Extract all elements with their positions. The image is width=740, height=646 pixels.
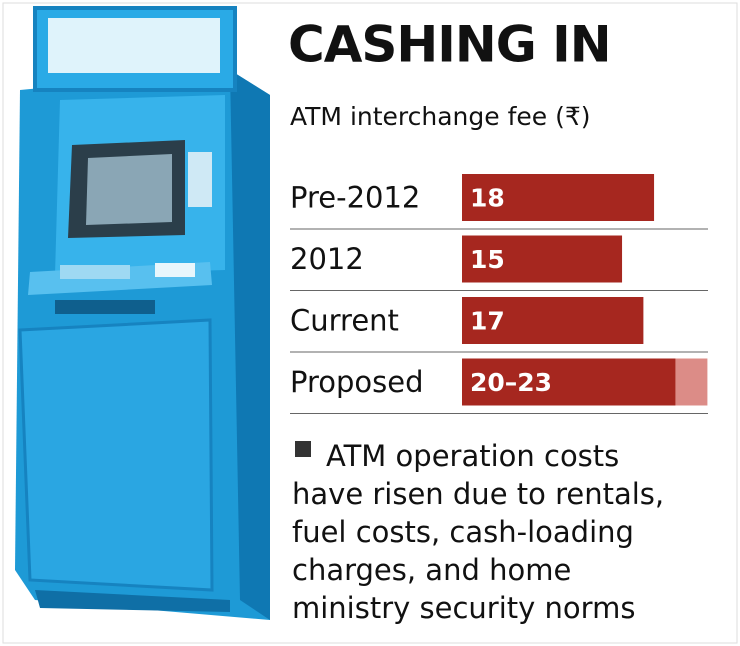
- subtitle: ATM interchange fee (₹): [290, 102, 591, 131]
- value-label: 20–23: [470, 368, 552, 397]
- note-line: ATM operation costs: [326, 439, 619, 473]
- bar: [462, 174, 655, 221]
- title: CASHING IN: [288, 16, 611, 74]
- bar: [462, 297, 644, 344]
- note-line: charges, and home: [292, 553, 571, 587]
- atm-illustration: [15, 6, 270, 620]
- value-label: 15: [470, 245, 505, 274]
- bar: [462, 235, 623, 283]
- row-label: Proposed: [290, 365, 424, 399]
- note-line: ministry security norms: [292, 591, 635, 625]
- row-label: Pre-2012: [290, 181, 420, 215]
- value-label: 17: [470, 307, 505, 336]
- bullet: [295, 441, 311, 457]
- row-label: 2012: [290, 242, 364, 276]
- note-line: have risen due to rentals,: [292, 477, 664, 511]
- bar: [462, 358, 676, 406]
- note-line: fuel costs, cash-loading: [292, 515, 634, 549]
- value-label: 18: [470, 184, 505, 213]
- row-label: Current: [290, 304, 399, 338]
